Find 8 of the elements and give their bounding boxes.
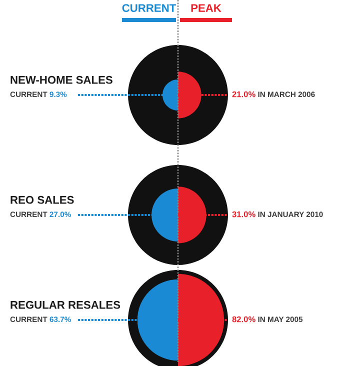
data-label: 21.0%	[232, 91, 256, 98]
data-label: 31.0%	[232, 211, 256, 218]
legend-label: PEAK	[191, 4, 222, 12]
category-label: NEW-HOME SALES	[10, 76, 112, 84]
data-label: 82.0%	[232, 316, 256, 322]
category-label: REO SALES	[10, 196, 74, 204]
legend-label: CURRENT	[122, 4, 176, 12]
category-label: REGULAR RESALES	[10, 300, 120, 309]
